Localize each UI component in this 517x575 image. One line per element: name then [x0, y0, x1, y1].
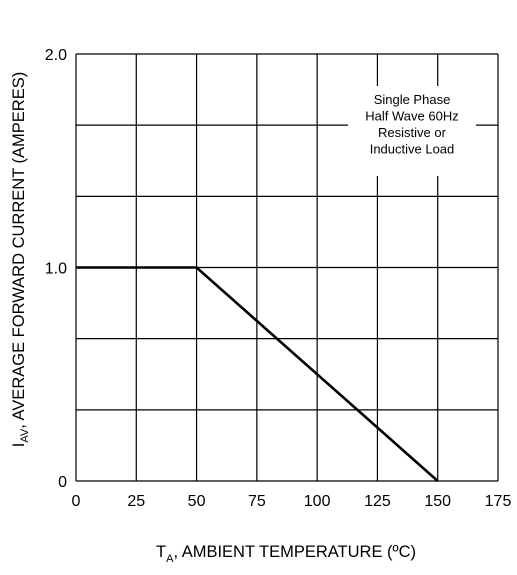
x-axis-label-symbol: T [156, 543, 166, 561]
x-tick-label: 0 [72, 493, 81, 510]
series-layer [75, 266, 439, 482]
y-tick-label: 0 [58, 474, 67, 491]
x-tick-label: 125 [364, 493, 391, 510]
annotation-line: Single Phase [374, 92, 451, 107]
annotation-line: Half Wave 60Hz [365, 109, 458, 124]
x-tick-label: 50 [188, 493, 206, 510]
x-tick-label: 25 [127, 493, 145, 510]
y-axis-label-symbol: I [10, 443, 28, 448]
y-axis-label-subscript: AV [19, 428, 31, 443]
x-axis-label-subscript: A [166, 553, 174, 565]
y-axis-label-text: , AVERAGE FORWARD CURRENT (AMPERES) [10, 72, 28, 429]
x-tick-label: 150 [424, 493, 451, 510]
annotation-line: Resistive or [378, 125, 447, 140]
annotation-box [348, 86, 476, 176]
annotation-line: Inductive Load [370, 142, 455, 157]
x-tick-label: 100 [304, 493, 331, 510]
tick-labels: 0 25 50 75 100 125 150 175 0 1.0 2.0 [45, 47, 512, 510]
y-tick-label: 1.0 [45, 261, 67, 278]
x-tick-label: 75 [248, 493, 266, 510]
x-axis-label: TA, AMBIENT TEMPERATURE (ºC) [156, 543, 416, 565]
x-axis-label-text: , AMBIENT TEMPERATURE (ºC) [173, 543, 416, 561]
x-tick-label: 175 [485, 493, 512, 510]
y-tick-label: 2.0 [45, 47, 67, 64]
y-axis-label: IAV, AVERAGE FORWARD CURRENT (AMPERES) [10, 72, 31, 447]
